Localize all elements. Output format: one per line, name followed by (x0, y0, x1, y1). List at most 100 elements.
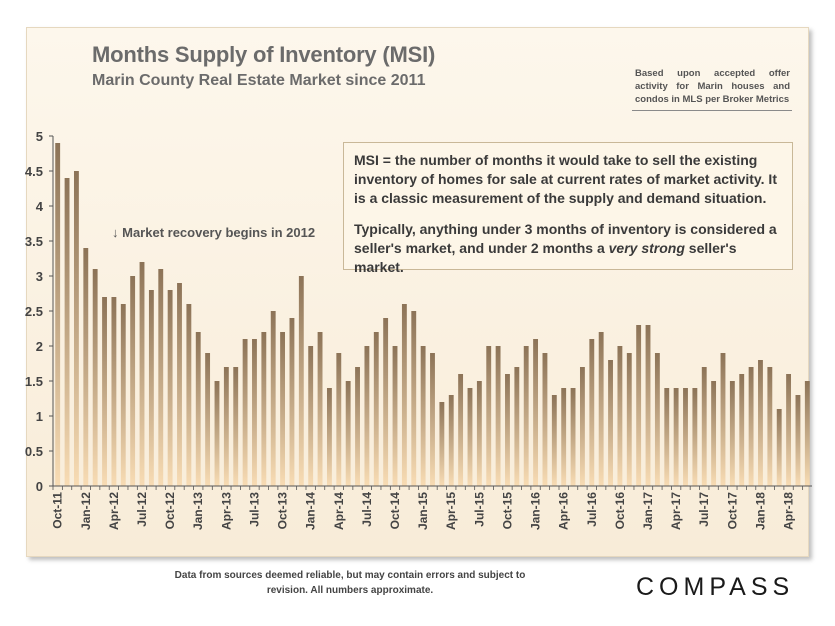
bar (392, 346, 398, 486)
chart-title: Months Supply of Inventory (MSI) (92, 42, 436, 67)
bar (458, 374, 464, 486)
y-tick-label: 1 (36, 409, 43, 424)
bar (795, 395, 801, 486)
bar (55, 143, 61, 486)
x-tick-label: Jul-12 (135, 492, 149, 527)
bar (92, 269, 98, 486)
bar (298, 276, 304, 486)
y-tick-label: 2 (36, 339, 43, 354)
bar (177, 283, 182, 486)
bar (261, 332, 267, 486)
bar (195, 332, 201, 486)
bar (120, 304, 126, 486)
definition-text-after: seller's market. (354, 240, 737, 275)
bar (336, 353, 342, 486)
bar (317, 332, 323, 486)
x-tick-label: Jul-14 (360, 492, 374, 527)
bar (692, 388, 698, 486)
x-tick-label: Oct-15 (500, 492, 514, 530)
y-tick-label: 4.5 (25, 164, 43, 179)
bar (373, 332, 379, 486)
source-note: Based upon accepted offer activity for M… (635, 68, 790, 105)
bar (608, 360, 613, 486)
bar (495, 346, 501, 486)
x-tick-label: Jul-17 (697, 492, 711, 527)
bar (786, 374, 792, 486)
y-axis: 0 0.5 1 1.5 2 2.5 3 3.5 4 4.5 5 (25, 129, 54, 494)
bar (355, 367, 360, 486)
bar (683, 388, 688, 486)
bar (570, 388, 576, 486)
bar (636, 325, 642, 486)
bar (345, 381, 351, 486)
x-tick-label: Apr-17 (669, 492, 683, 530)
y-tick-label: 5 (36, 129, 43, 144)
definition-paragraph-1: MSI = the number of months it would take… (354, 152, 777, 206)
x-tick-label: Jan-18 (753, 492, 767, 530)
bar (420, 346, 426, 486)
x-tick-label: Oct-14 (388, 492, 402, 530)
bar (673, 388, 679, 486)
x-tick-label: Jan-13 (191, 492, 205, 530)
bar (617, 346, 623, 486)
bar (252, 339, 257, 486)
bar (139, 262, 145, 486)
bar (148, 290, 154, 486)
bar (551, 395, 557, 486)
bar (289, 318, 295, 486)
bar (83, 248, 89, 486)
bar (804, 381, 810, 486)
bar (701, 367, 707, 486)
x-tick-label: Jan-14 (304, 492, 318, 530)
bar (711, 381, 717, 486)
bar (626, 353, 632, 486)
bar (729, 381, 735, 486)
bar (448, 395, 454, 486)
x-tick-label: Apr-18 (782, 492, 796, 530)
bar (223, 367, 229, 486)
x-tick-label: Jan-16 (529, 492, 543, 530)
bar (280, 332, 286, 486)
x-tick-label: Jul-13 (247, 492, 261, 527)
x-tick-label: Jul-15 (472, 492, 486, 527)
x-tick-label: Apr-14 (332, 492, 346, 530)
bars-group (55, 143, 810, 486)
bar (561, 388, 567, 486)
y-tick-label: 0.5 (25, 444, 43, 459)
x-tick-label: Jan-12 (79, 492, 93, 530)
bar (645, 325, 651, 486)
bar (383, 318, 389, 486)
x-tick-label: Oct-16 (613, 492, 627, 530)
x-tick-label: Jul-16 (585, 492, 599, 527)
bar (505, 374, 510, 486)
bar (270, 311, 276, 486)
compass-logo: COMPASS (636, 573, 795, 601)
bar (205, 353, 211, 486)
bar (748, 367, 754, 486)
x-tick-label: Jan-15 (416, 492, 430, 530)
bar (326, 388, 332, 486)
bar (598, 332, 604, 486)
bar (776, 409, 782, 486)
bar (167, 290, 173, 486)
bar (467, 388, 473, 486)
bar (242, 339, 248, 486)
bar (767, 367, 773, 486)
definition-text-before: Typically, anything under 3 months of in… (354, 221, 777, 256)
bar (401, 304, 407, 486)
bar (73, 171, 79, 486)
bar (214, 381, 220, 486)
definition-emphasis: very strong (608, 240, 685, 256)
x-tick-label: Oct-13 (276, 492, 290, 530)
bar (186, 304, 192, 486)
bar (664, 388, 670, 486)
x-tick-label: Oct-11 (51, 492, 65, 529)
y-tick-label: 3 (36, 269, 43, 284)
bar (102, 297, 107, 486)
bar (411, 311, 417, 486)
bar (430, 353, 435, 486)
recovery-annotation: ↓ Market recovery begins in 2012 (112, 225, 316, 240)
bar (579, 367, 585, 486)
